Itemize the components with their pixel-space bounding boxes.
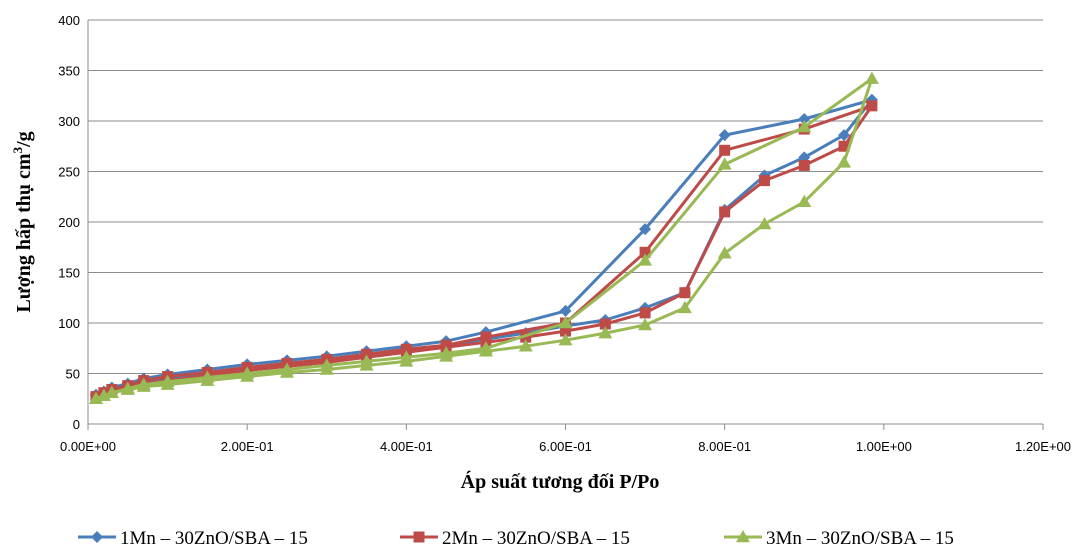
y-tick-label: 350 — [58, 64, 80, 79]
legend-item-1: 1Mn – 30ZnO/SBA – 15 — [78, 528, 308, 548]
data-point — [88, 391, 103, 404]
x-tick-label: 4.00E-01 — [380, 439, 433, 454]
data-point — [838, 129, 851, 142]
series-line — [95, 104, 874, 399]
data-point — [638, 318, 653, 331]
y-tick-label: 200 — [58, 215, 80, 230]
data-point — [864, 71, 879, 84]
y-tick-label: 50 — [66, 367, 80, 382]
legend-label: 2Mn – 30ZnO/SBA – 15 — [442, 528, 630, 548]
legend-swatch-marker — [413, 531, 425, 543]
data-point — [798, 159, 810, 171]
series-2 — [90, 100, 878, 403]
x-tick-label: 1.00E+00 — [856, 439, 912, 454]
data-point — [798, 112, 811, 125]
series-line — [95, 77, 874, 401]
axes — [87, 20, 1044, 430]
data-point — [717, 157, 732, 170]
data-point — [439, 349, 454, 362]
data-point — [96, 388, 111, 401]
x-tick-label: 2.00E-01 — [221, 439, 274, 454]
legend-label: 1Mn – 30ZnO/SBA – 15 — [120, 528, 308, 548]
data-point — [200, 373, 215, 386]
legend-swatch-marker — [736, 530, 750, 543]
y-tick-label: 0 — [73, 417, 80, 432]
data-point — [136, 379, 151, 392]
y-axis-title-main: Lượng hấp thụ cm — [13, 153, 35, 313]
y-axis-title-superscript: 3 — [10, 146, 25, 153]
x-tick-label: 1.20E+00 — [1015, 439, 1071, 454]
data-point — [558, 316, 573, 329]
data-point — [478, 344, 493, 357]
data-point — [560, 325, 571, 337]
data-point — [598, 326, 613, 339]
data-point — [837, 155, 852, 168]
series-3 — [88, 71, 879, 404]
legend-item-3: 3Mn – 30ZnO/SBA – 15 — [724, 528, 954, 548]
data-point — [719, 144, 731, 156]
y-tick-labels: 0 50 100 150 200 250 300 350 400 — [58, 13, 80, 432]
data-point — [757, 217, 772, 230]
data-point — [639, 307, 651, 319]
data-point — [758, 175, 770, 187]
data-point — [838, 140, 850, 152]
x-axis-title: Áp suất tương đối P/Po — [461, 470, 660, 493]
data-point — [677, 300, 692, 314]
y-axis-title: Lượng hấp thụ cm3/g — [10, 131, 35, 312]
x-tick-label: 6.00E-01 — [539, 439, 592, 454]
data-point — [104, 385, 119, 398]
data-point — [559, 304, 572, 317]
x-tick-labels: 0.00E+00 2.00E-01 4.00E-01 6.00E-01 8.00E-01… — [60, 439, 1071, 454]
data-point — [240, 369, 255, 382]
data-point — [399, 354, 414, 367]
data-point — [717, 246, 732, 259]
data-point — [359, 358, 374, 371]
x-tick-label: 8.00E-01 — [698, 439, 751, 454]
data-point — [638, 253, 653, 266]
y-tick-label: 400 — [58, 13, 80, 28]
data-point — [558, 333, 573, 346]
y-tick-label: 100 — [58, 316, 80, 331]
y-axis-title-unit: /g — [13, 131, 35, 148]
data-point — [279, 365, 294, 378]
data-point — [160, 377, 175, 390]
data-point — [639, 246, 651, 258]
data-point — [797, 120, 812, 133]
legend-item-2: 2Mn – 30ZnO/SBA – 15 — [400, 528, 630, 548]
series-group — [88, 71, 879, 404]
data-point — [797, 194, 812, 208]
data-point — [719, 206, 731, 218]
x-tick-label: 0.00E+00 — [60, 439, 116, 454]
data-point — [718, 129, 731, 142]
legend-swatch-marker — [91, 531, 103, 543]
y-tick-label: 250 — [58, 165, 80, 180]
legend-label: 3Mn – 30ZnO/SBA – 15 — [766, 528, 954, 548]
data-point — [639, 223, 652, 236]
data-point — [599, 318, 611, 330]
data-point — [120, 382, 135, 395]
y-tick-label: 300 — [58, 114, 80, 129]
data-point — [866, 100, 878, 112]
y-tick-label: 150 — [58, 266, 80, 281]
data-point — [319, 362, 334, 375]
data-point — [679, 287, 691, 299]
legend: 1Mn – 30ZnO/SBA – 15 2Mn – 30ZnO/SBA – 15… — [78, 528, 954, 548]
data-point — [518, 339, 533, 352]
gridlines — [88, 19, 1043, 374]
